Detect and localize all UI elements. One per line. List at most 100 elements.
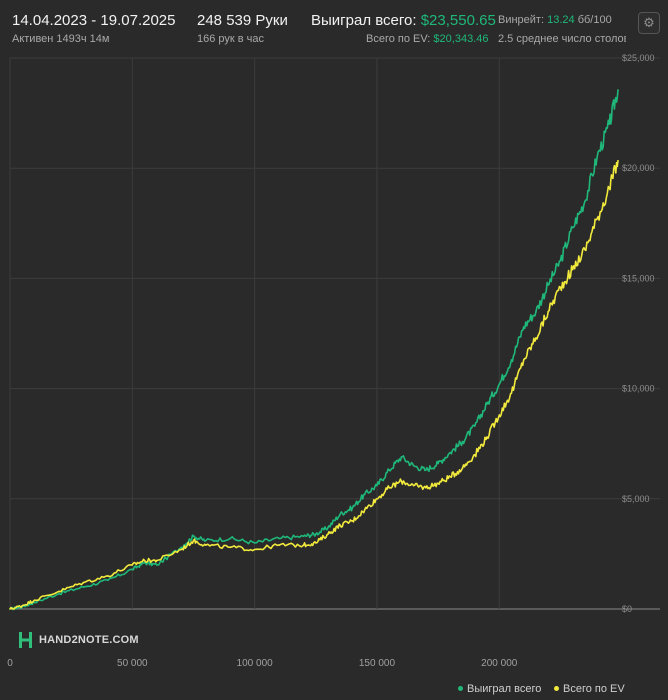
series-point: [388, 486, 390, 489]
series-point: [376, 498, 378, 500]
series-point: [498, 414, 501, 416]
series-point: [339, 524, 342, 527]
series-point: [180, 546, 183, 549]
series-point: [180, 548, 183, 551]
series-point: [363, 493, 366, 496]
x-tick-label: 150 000: [359, 658, 396, 669]
ev-label: Всего по EV:: [366, 33, 431, 45]
series-point: [204, 544, 207, 546]
y-tick-label: $25,000: [622, 53, 655, 63]
series-point: [363, 509, 366, 511]
x-tick-label: 100 000: [237, 658, 274, 669]
series-point: [314, 533, 317, 535]
series-point: [131, 564, 134, 566]
won-total: Выиграл всего: $23,550.65: [311, 12, 496, 29]
series-point: [192, 535, 195, 538]
y-tick-label: $10,000: [622, 384, 655, 394]
ev-value: $20,343.46: [433, 33, 489, 45]
series-point: [351, 506, 354, 509]
series-point: [412, 484, 415, 487]
series-point: [278, 537, 280, 540]
series-point: [617, 159, 619, 162]
series-point: [302, 535, 305, 538]
series-point: [229, 537, 231, 540]
series-point: [437, 462, 439, 465]
series-point: [278, 544, 280, 546]
legend-label-ev: Всего по EV: [563, 683, 625, 695]
hand2note-logo-text: HAND2NOTE.COM: [39, 634, 139, 646]
series-point: [547, 284, 549, 286]
y-tick-label: $5,000: [622, 494, 650, 504]
series-point: [449, 475, 452, 478]
series-point: [486, 436, 488, 438]
ev-total: Всего по EV: $20,343.46: [366, 33, 488, 45]
series-point: [327, 533, 329, 535]
date-range: 14.04.2023 - 19.07.2025: [12, 12, 176, 29]
won-label: Выиграл всего:: [311, 12, 417, 29]
x-tick-label: 50 000: [117, 658, 148, 669]
hand2note-logo: HAND2NOTE.COM: [18, 631, 139, 649]
series-point: [314, 542, 317, 544]
series-point: [229, 546, 231, 549]
legend-item-won: Выиграл всего: [458, 683, 541, 695]
series-point: [510, 359, 513, 361]
winrate-value: 13.24: [547, 14, 575, 26]
series-point: [82, 581, 85, 584]
y-tick-label: $20,000: [622, 163, 655, 173]
series-point: [584, 200, 586, 203]
won-value: $23,550.65: [420, 12, 496, 29]
x-tick-label: 200 000: [481, 658, 518, 669]
series-point: [571, 268, 574, 271]
series-point: [559, 286, 562, 289]
legend-dot-won-icon: [458, 685, 463, 691]
series-point: [584, 248, 586, 251]
y-tick-label: $15,000: [622, 273, 655, 283]
series-point: [486, 403, 488, 405]
winrate-unit: бб/100: [577, 14, 612, 26]
series-point: [143, 561, 146, 564]
series-point: [155, 559, 158, 562]
settings-gear-icon[interactable]: ⚙: [638, 12, 660, 34]
y-axis-ticks: $0 $5,000 $10,000 $15,000 $20,000 $25,000: [622, 53, 655, 614]
hands-count: 248 539 Руки: [197, 12, 288, 29]
series-point: [9, 608, 11, 610]
series-point: [400, 456, 403, 458]
series-point: [192, 539, 195, 542]
legend-dot-ev-icon: [554, 685, 559, 691]
series-line-ev: [9, 160, 619, 610]
series-point: [596, 156, 598, 158]
series-point: [33, 601, 36, 604]
series-point: [437, 482, 439, 485]
series-point: [400, 480, 403, 482]
series-point: [376, 484, 378, 487]
series-point: [571, 226, 574, 229]
series-point: [21, 604, 24, 607]
series-point: [522, 359, 525, 361]
series-point: [204, 539, 207, 542]
y-tick-label: $0: [622, 604, 632, 614]
series-point: [131, 568, 134, 571]
series-point: [107, 579, 109, 582]
series-point: [253, 542, 256, 544]
series-point: [617, 89, 619, 91]
series-line-won: [9, 89, 619, 611]
series-point: [302, 544, 305, 546]
series-point: [58, 590, 60, 593]
series-point: [461, 440, 464, 443]
series-point: [412, 464, 415, 467]
x-axis-ticks: 0 50 000 100 000 150 000 200 000: [7, 658, 518, 669]
series-point: [547, 310, 549, 313]
series-point: [339, 513, 342, 516]
series-point: [498, 383, 501, 385]
series-point: [608, 187, 611, 189]
legend-label-won: Выиграл всего: [467, 683, 542, 695]
hand2note-logo-icon: [19, 632, 32, 648]
x-tick-label: 0: [7, 658, 13, 669]
active-time: Активен 1493ч 14м: [12, 33, 110, 45]
series-point: [82, 586, 85, 588]
avg-tables: 2.5 среднее число столов: [498, 33, 626, 45]
winrate: Винрейт: 13.24 бб/100: [498, 14, 630, 26]
hands-per-hour: 166 рук в час: [197, 33, 265, 45]
series-point: [522, 326, 525, 328]
